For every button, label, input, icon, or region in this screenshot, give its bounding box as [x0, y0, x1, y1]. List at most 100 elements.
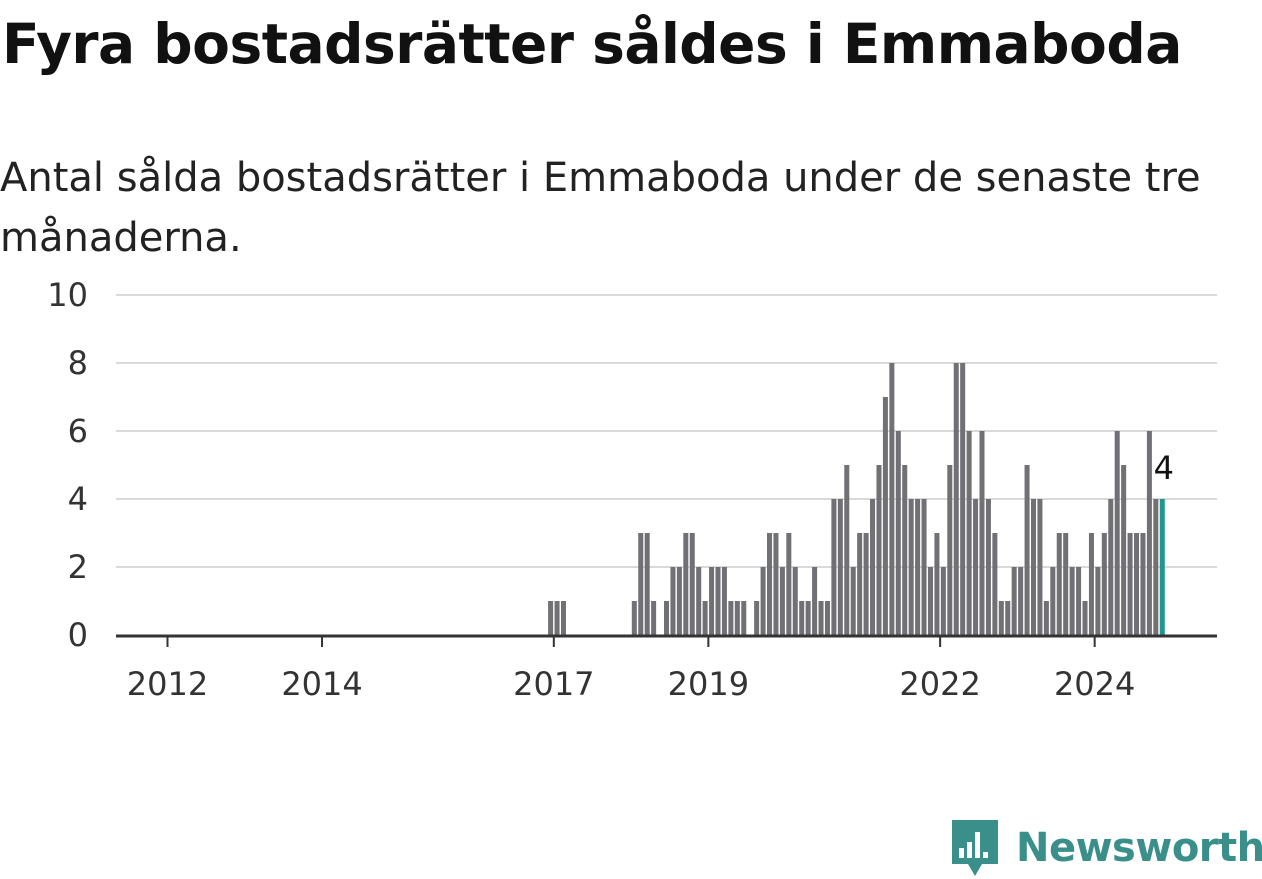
bar	[940, 567, 946, 635]
bar	[1127, 533, 1133, 635]
bar	[908, 499, 914, 635]
bar	[1114, 431, 1120, 635]
bar	[773, 533, 779, 635]
bar	[792, 567, 798, 635]
bar	[715, 567, 721, 635]
bar	[1030, 499, 1037, 635]
bar	[767, 533, 773, 635]
bar	[882, 397, 888, 635]
bar	[702, 601, 708, 635]
bar	[1140, 533, 1146, 635]
bar	[921, 499, 927, 635]
bar	[734, 601, 740, 635]
bar	[1088, 533, 1094, 635]
bar	[805, 601, 811, 635]
brand-logo: Newsworthy	[950, 818, 1262, 878]
bar-highlight	[1159, 499, 1165, 635]
bar	[709, 567, 715, 635]
bar	[754, 601, 760, 635]
bar	[837, 499, 843, 635]
bar	[985, 499, 991, 635]
x-tick-label: 2014	[281, 665, 362, 703]
bar	[895, 431, 901, 635]
bar	[979, 431, 985, 635]
bar	[683, 533, 689, 635]
bar	[721, 567, 727, 635]
brand-name: Newsworthy	[1016, 825, 1262, 871]
data-label: 4	[1154, 449, 1174, 487]
x-tick-label: 2019	[668, 665, 749, 703]
bar	[960, 363, 966, 635]
bar	[554, 601, 560, 635]
x-tick-label: 2012	[127, 665, 208, 703]
bar	[876, 465, 882, 635]
bar	[1043, 601, 1049, 635]
y-tick-label: 4	[68, 480, 88, 518]
bar	[1037, 499, 1043, 635]
bar	[992, 533, 998, 635]
bar	[1108, 499, 1114, 635]
bar	[966, 431, 972, 635]
bar	[902, 465, 908, 635]
bar	[953, 363, 959, 635]
bar	[786, 533, 792, 635]
bar	[760, 567, 766, 635]
bar	[1069, 567, 1075, 635]
newsworthy-logo-icon	[952, 820, 998, 876]
bar	[728, 601, 734, 635]
x-tick-label: 2022	[899, 665, 980, 703]
bar	[915, 499, 921, 635]
bar	[857, 533, 863, 635]
bar	[1024, 465, 1030, 635]
bar	[670, 567, 676, 635]
bar	[548, 601, 554, 635]
y-tick-label: 6	[68, 412, 88, 450]
bar	[644, 533, 650, 635]
bar	[973, 499, 979, 635]
x-tick-label: 2017	[513, 665, 594, 703]
bar	[844, 465, 850, 635]
bar	[998, 601, 1004, 635]
bar	[689, 533, 695, 635]
bar	[1146, 431, 1152, 635]
y-tick-label: 0	[68, 616, 88, 654]
bar	[631, 601, 637, 635]
bar	[560, 601, 566, 635]
bar	[676, 567, 682, 635]
bar	[831, 499, 837, 635]
bar	[889, 363, 895, 635]
chart-title: Fyra bostadsrätter såldes i Emmaboda	[2, 12, 1182, 76]
bar	[947, 465, 953, 635]
bar	[651, 601, 657, 635]
bar	[1018, 567, 1024, 635]
bar	[799, 601, 805, 635]
bar	[818, 601, 824, 635]
x-tick-label: 2024	[1054, 665, 1135, 703]
y-tick-label: 2	[68, 548, 88, 586]
bar	[1153, 499, 1159, 635]
bar	[1095, 567, 1101, 635]
bar	[824, 601, 830, 635]
bar	[1063, 533, 1069, 635]
bar	[1050, 567, 1056, 635]
bar	[1134, 533, 1140, 635]
chart-subtitle: Antal sålda bostadsrätter i Emmaboda und…	[0, 155, 1201, 261]
bar	[1082, 601, 1088, 635]
bar	[863, 533, 869, 635]
y-tick-label: 8	[68, 344, 88, 382]
bar	[663, 601, 670, 635]
bar	[927, 567, 933, 635]
bar	[696, 567, 702, 635]
bar	[1005, 601, 1011, 635]
bar	[1101, 533, 1107, 635]
bar	[1121, 465, 1127, 635]
bar	[638, 533, 644, 635]
bar	[850, 567, 856, 635]
bar	[741, 601, 747, 635]
bar	[1056, 533, 1062, 635]
bar	[812, 567, 818, 635]
bar	[934, 533, 940, 635]
bar	[870, 499, 876, 635]
y-tick-label: 10	[47, 276, 88, 314]
